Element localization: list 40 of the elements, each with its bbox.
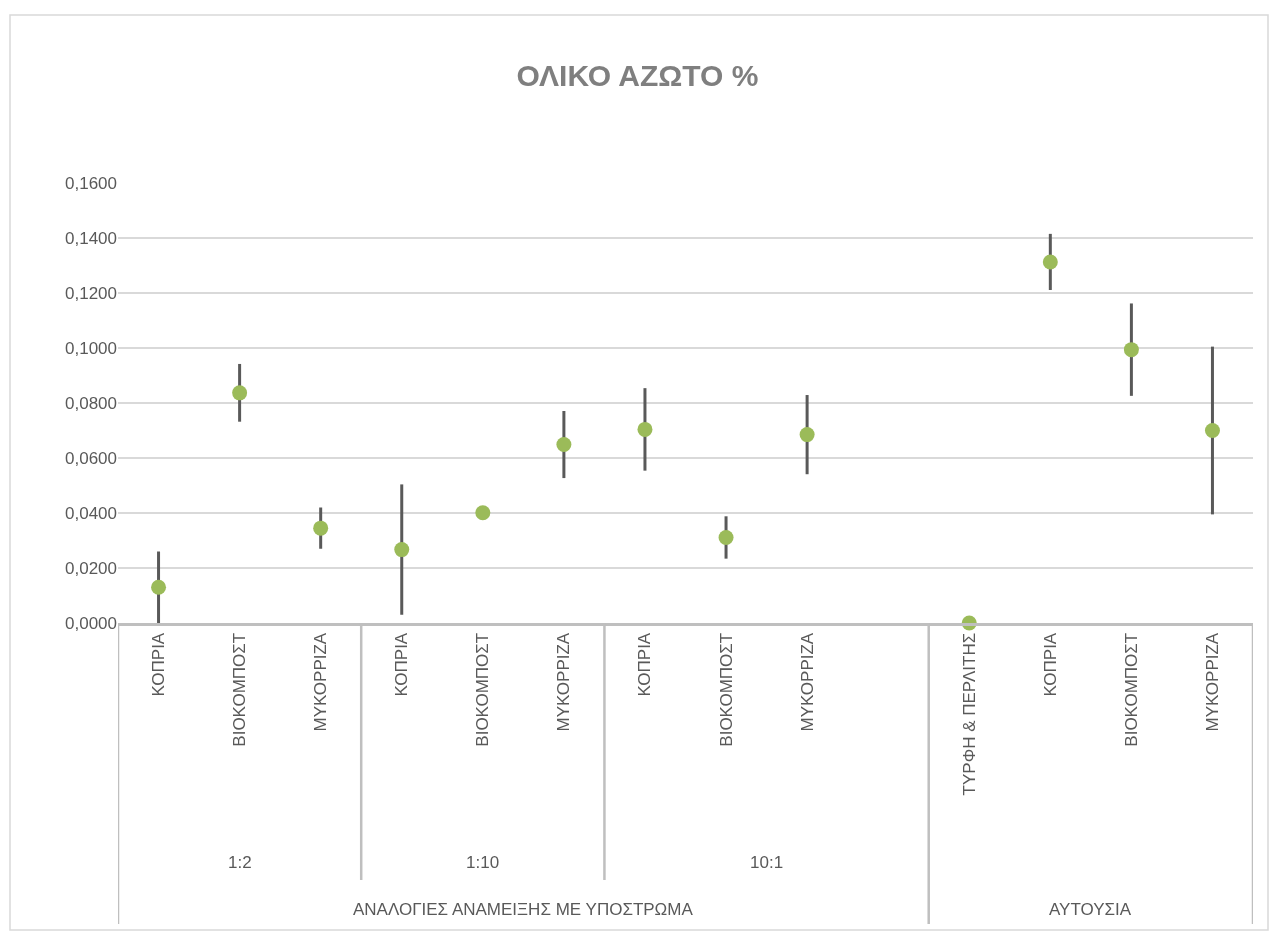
y-tick-label: 0,0200 (65, 558, 117, 578)
x-tick-label: ΚΟΠΡΙΑ (1040, 632, 1060, 697)
x-tick-label: ΚΟΠΡΙΑ (392, 632, 412, 697)
text: 1:2 (228, 853, 252, 872)
x-tick-label: ΜΥΚΟΡΡΙΖΑ (1202, 632, 1222, 732)
y-tick-label: 0,1000 (65, 338, 117, 358)
x-tick-label: ΜΥΚΟΡΡΙΖΑ (797, 632, 817, 732)
text: ΑΥΤΟΥΣΙΑ (1049, 900, 1132, 919)
x-tick-label: ΤΥΡΦΗ & ΠΕΡΛΙΤΗΣ (959, 632, 979, 796)
point (1123, 342, 1139, 358)
y-tick-label: 0,1600 (65, 173, 117, 193)
x-tick-label: ΜΥΚΟΡΡΙΖΑ (311, 632, 331, 732)
x-tick-label: ΜΥΚΟΡΡΙΖΑ (554, 632, 574, 732)
y-tick-label: 0,1400 (65, 228, 117, 248)
text: 1:10 (466, 853, 500, 872)
point (475, 505, 491, 521)
y-tick-label: 0,0800 (65, 393, 117, 413)
x-tick-label: ΒΙΟΚΟΜΠΟΣΤ (1121, 632, 1141, 747)
point (394, 542, 410, 558)
y-tick-label: 0,0400 (65, 503, 117, 523)
y-tick-label: 0,0000 (65, 613, 117, 633)
point (1204, 423, 1220, 438)
point (232, 385, 248, 401)
point (799, 427, 815, 443)
y-tick-label: 0,1200 (65, 283, 117, 303)
chart-title: ΟΛΙΚΟ ΑΖΩΤΟ % (516, 58, 759, 92)
point (718, 529, 734, 545)
point (313, 520, 329, 536)
point (637, 421, 653, 437)
x-tick-label: ΚΟΠΡΙΑ (635, 632, 655, 697)
text: ΑΝΑΛΟΓΙΕΣ ΑΝΑΜΕΙΞΗΣ ΜΕ ΥΠΟΣΤΡΩΜΑ (353, 900, 694, 919)
point (1042, 254, 1058, 270)
x-tick-label: ΒΙΟΚΟΜΠΟΣΤ (716, 632, 736, 747)
text: 10:1 (750, 853, 784, 872)
point (556, 437, 572, 453)
x-tick-label: ΚΟΠΡΙΑ (149, 632, 169, 697)
x-tick-label: ΒΙΟΚΟΜΠΟΣΤ (230, 632, 250, 747)
point (151, 579, 167, 595)
y-tick-label: 0,0600 (65, 448, 117, 468)
x-tick-label: ΒΙΟΚΟΜΠΟΣΤ (473, 632, 493, 747)
